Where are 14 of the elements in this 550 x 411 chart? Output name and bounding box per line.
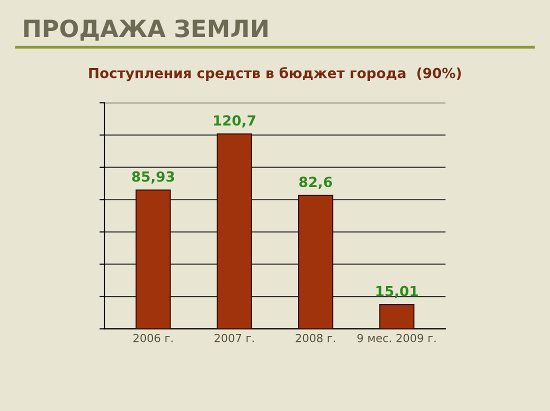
chart-title: ПРОДАЖА ЗЕМЛИ bbox=[24, 19, 268, 41]
data-label: 120,7 bbox=[214, 115, 256, 128]
bar bbox=[298, 194, 334, 329]
x-tick-label: 2006 г. bbox=[133, 334, 173, 342]
data-label: 15,01 bbox=[376, 286, 418, 298]
bar bbox=[216, 133, 252, 329]
data-label: 82,6 bbox=[299, 176, 332, 189]
x-tick-label: 2007 г. bbox=[214, 334, 254, 342]
bar bbox=[136, 190, 171, 329]
x-tick-label: 2008 г. bbox=[296, 334, 335, 342]
chart-subtitle: Поступления средств в бюджет города (90%) bbox=[89, 67, 461, 82]
data-label: 85,93 bbox=[132, 171, 174, 184]
bar bbox=[379, 304, 414, 329]
x-tick-label: 9 мес. 2009 г. bbox=[357, 334, 436, 342]
